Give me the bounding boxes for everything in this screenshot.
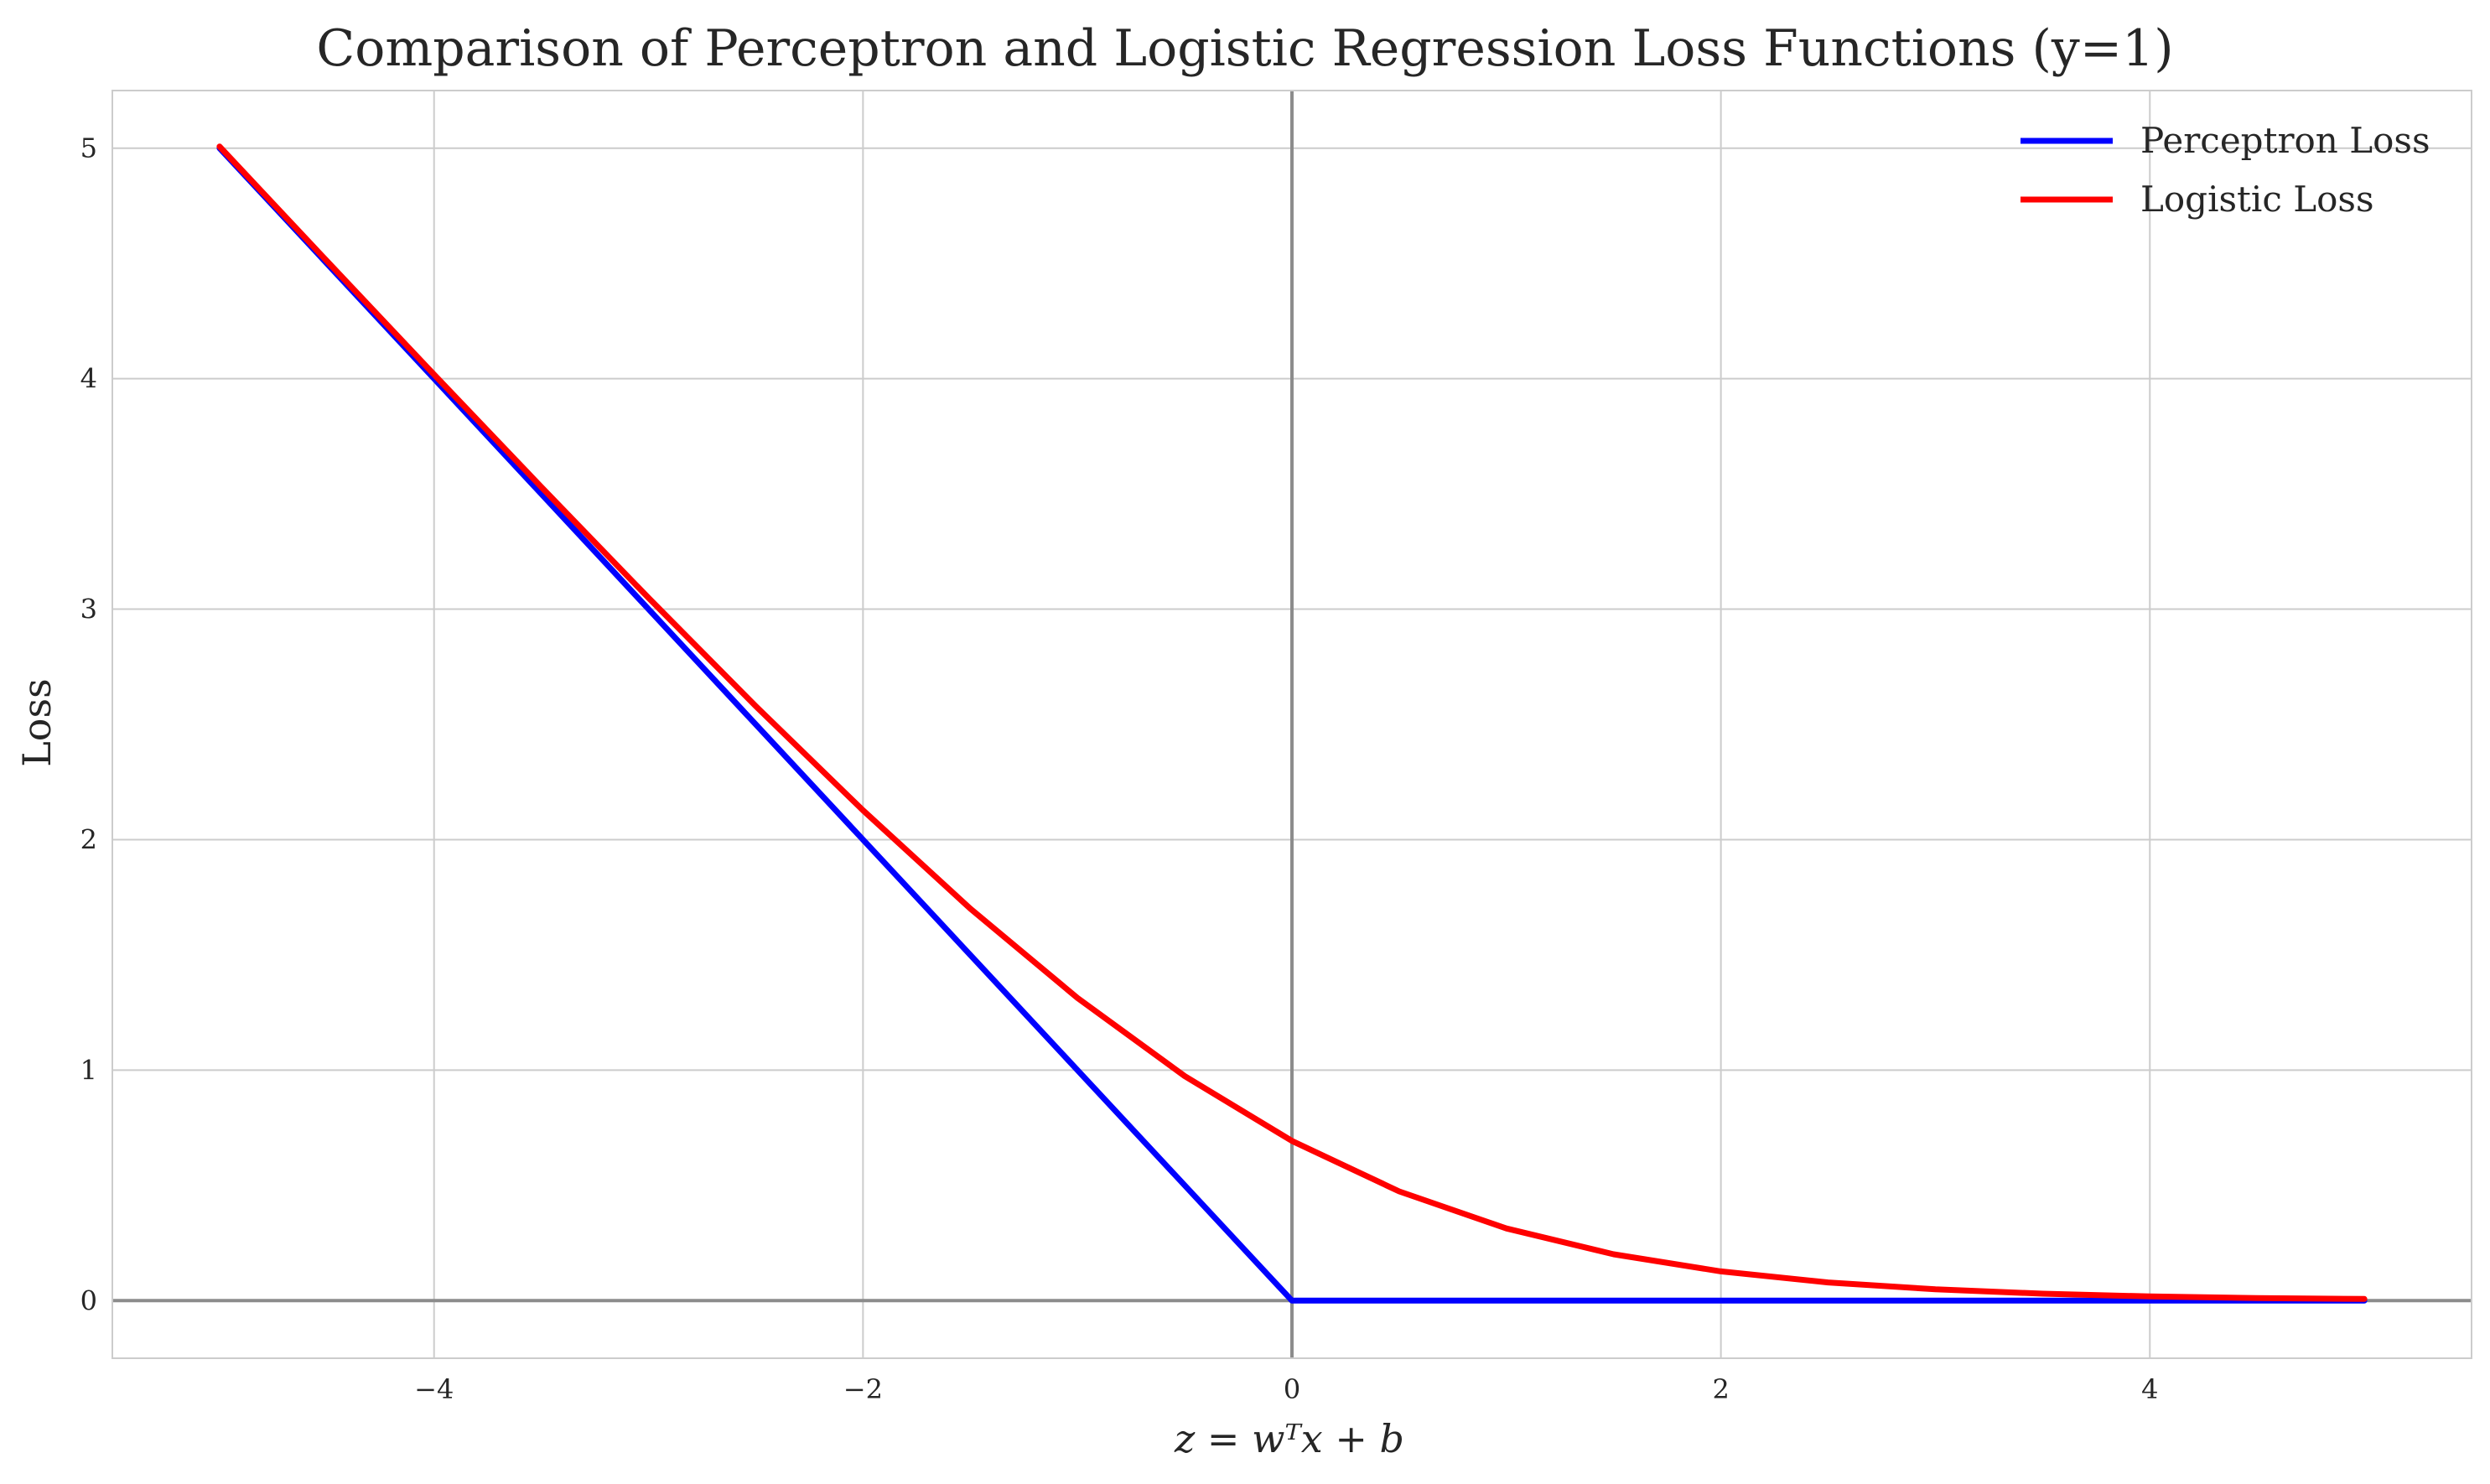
series-lines	[216, 143, 2368, 1304]
y-tick-labels: 0 1 2 3 4 5	[80, 132, 97, 1317]
x-tick-label: 4	[2141, 1373, 2158, 1405]
plot-frame	[112, 90, 2472, 1359]
legend-label-1: Logistic Loss	[2140, 179, 2374, 220]
x-axis-label: z = wᵀx + b	[1174, 1416, 1404, 1461]
y-tick-label: 4	[80, 363, 97, 395]
chart-title: Comparison of Perceptron and Logistic Re…	[316, 19, 2173, 78]
series-line-0	[216, 145, 2368, 1304]
x-tick-label: −4	[414, 1373, 454, 1405]
legend: Perceptron Loss Logistic Loss	[2021, 120, 2430, 220]
plot-area	[112, 90, 2472, 1359]
y-tick-label: 3	[80, 594, 97, 625]
x-tick-labels: −4 −2 0 2 4	[414, 1373, 2158, 1405]
x-tick-label: 2	[1712, 1373, 1729, 1405]
y-tick-label: 1	[80, 1054, 97, 1086]
y-tick-label: 2	[80, 823, 97, 855]
x-tick-label: 0	[1284, 1373, 1300, 1405]
y-axis-label: Loss	[14, 678, 60, 766]
series-line-1	[216, 143, 2368, 1302]
x-tick-label: −2	[843, 1373, 883, 1405]
y-tick-label: 0	[80, 1284, 97, 1316]
legend-label-0: Perceptron Loss	[2140, 120, 2430, 161]
y-tick-label: 5	[80, 132, 97, 164]
